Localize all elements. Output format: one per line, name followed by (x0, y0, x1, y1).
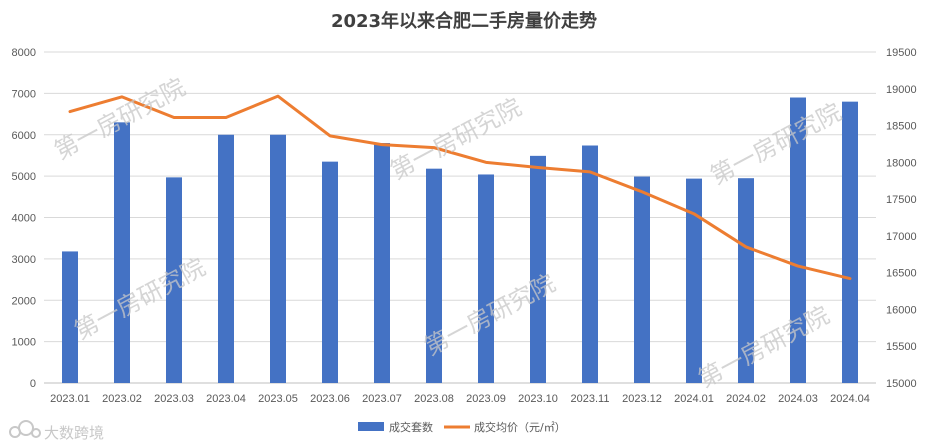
x-tick-label: 2023.06 (310, 393, 350, 405)
bar (686, 178, 702, 383)
x-tick-label: 2023.02 (102, 393, 142, 405)
bar (218, 134, 234, 383)
right-y-axis: 15000 15500 16000 16500 17000 17500 18000 18500… (886, 47, 917, 390)
right-tick-label: 18000 (886, 157, 917, 169)
bar (166, 177, 182, 383)
bar (114, 122, 130, 384)
x-tick-label: 2023.08 (414, 393, 454, 405)
bar (738, 178, 754, 383)
bar (530, 155, 546, 383)
x-tick-label: 2023.01 (50, 393, 90, 405)
legend: 成交套数 成交均价（元/㎡） (358, 420, 566, 434)
bar (790, 97, 806, 383)
x-tick-label: 2023.09 (466, 393, 506, 405)
right-tick-label: 16500 (886, 268, 917, 280)
bar (426, 168, 442, 383)
watermark-text: 第一房研究院 (694, 301, 834, 393)
x-tick-label: 2023.10 (518, 393, 558, 405)
left-tick-label: 2000 (12, 295, 36, 307)
left-tick-label: 1000 (12, 337, 36, 349)
right-tick-label: 18500 (886, 121, 917, 133)
x-tick-label: 2024.04 (830, 393, 870, 405)
left-y-axis: 0 1000 2000 3000 4000 5000 6000 7000 8000 (12, 47, 36, 390)
x-tick-label: 2024.02 (726, 393, 766, 405)
left-tick-label: 0 (30, 378, 36, 390)
bar (478, 174, 494, 383)
watermark-text: 第一房研究院 (386, 93, 526, 185)
left-tick-label: 7000 (12, 88, 36, 100)
bar (322, 161, 338, 383)
legend-label-line: 成交均价（元/㎡） (474, 420, 566, 434)
grid-lines (44, 51, 876, 384)
right-tick-label: 15500 (886, 341, 917, 353)
right-tick-label: 17500 (886, 194, 917, 206)
left-tick-label: 3000 (12, 254, 36, 266)
right-tick-label: 16000 (886, 304, 917, 316)
cloud-icon (9, 420, 41, 438)
legend-label-bars: 成交套数 (389, 420, 433, 434)
x-tick-label: 2023.07 (362, 393, 402, 405)
left-tick-label: 5000 (12, 171, 36, 183)
x-tick-label: 2023.12 (622, 393, 662, 405)
bar (374, 143, 390, 383)
x-tick-label: 2024.03 (778, 393, 818, 405)
logo: 大数跨境 (9, 420, 104, 442)
watermark-text: 第一房研究院 (70, 253, 210, 345)
bar (842, 101, 858, 384)
x-tick-label: 2023.11 (571, 393, 610, 405)
bar (634, 176, 650, 383)
right-tick-label: 19500 (886, 47, 917, 59)
bar (582, 145, 598, 383)
series-line (68, 94, 852, 281)
left-tick-label: 4000 (12, 213, 36, 225)
bar (62, 251, 78, 383)
left-tick-label: 8000 (12, 47, 36, 59)
legend-swatch-bars (358, 422, 384, 431)
logo-text: 大数跨境 (44, 424, 104, 442)
bar (270, 134, 286, 383)
right-tick-label: 15000 (886, 378, 917, 390)
x-tick-label: 2023.04 (206, 393, 246, 405)
x-axis: 2023.01 2023.02 2023.03 2023.04 2023.05 2023.… (50, 393, 870, 405)
left-tick-label: 6000 (12, 130, 36, 142)
x-tick-label: 2024.01 (674, 393, 714, 405)
x-tick-label: 2023.03 (154, 393, 194, 405)
right-tick-label: 19000 (886, 84, 917, 96)
x-tick-label: 2023.05 (258, 393, 298, 405)
bar-series (62, 97, 858, 384)
chart-title: 2023年以来合肥二手房量价走势 (331, 10, 597, 32)
line-series (68, 94, 852, 281)
right-tick-label: 17000 (886, 231, 917, 243)
